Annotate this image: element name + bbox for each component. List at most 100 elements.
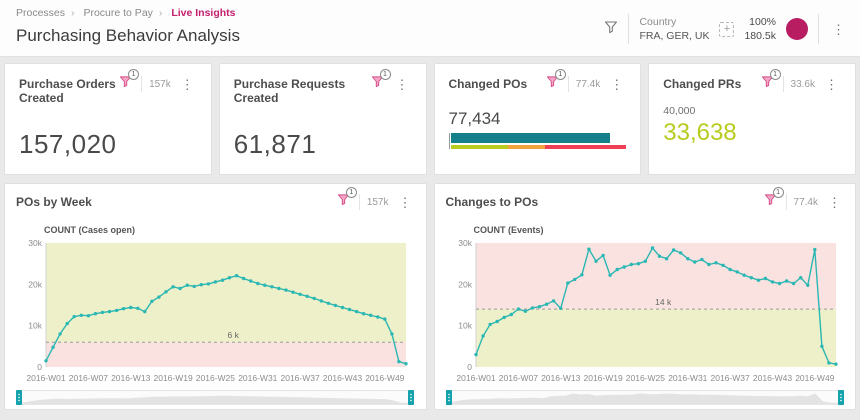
breadcrumb-live-insights[interactable]: Live Insights: [171, 7, 236, 19]
header-controls: Country FRA, GER, UK + 100% 180.5k ⋮: [604, 14, 848, 44]
funnel-icon[interactable]: [604, 20, 618, 39]
kpi-title: Purchase Requests Created: [233, 77, 346, 105]
svg-text:2016-W25: 2016-W25: [196, 373, 235, 383]
filter-count-badge: 1: [769, 69, 781, 80]
divider: [141, 76, 143, 92]
funnel-filter-icon[interactable]: 1: [371, 69, 391, 93]
kpi-value: 157,020: [19, 129, 117, 159]
chart-card-changes-to-pos: Changes to POs 1 77.4k ⋮ COUNT (Events) …: [433, 183, 856, 410]
top-header: Processes Procure to Pay Live Insights P…: [0, 0, 860, 57]
kebab-menu-icon[interactable]: ⋮: [828, 194, 841, 210]
divider: [567, 76, 569, 92]
country-filter-label: Country: [639, 15, 677, 28]
time-range-slider[interactable]: [16, 390, 414, 405]
kebab-menu-icon[interactable]: ⋮: [398, 194, 412, 210]
kpi-target-value: 40,000: [663, 105, 696, 117]
record-count: 157k: [149, 78, 171, 90]
breadcrumb-procure-to-pay[interactable]: Procure to Pay: [83, 7, 168, 19]
bullet-band-bad: [545, 145, 627, 149]
svg-text:2016-W31: 2016-W31: [238, 373, 277, 383]
svg-text:20k: 20k: [458, 279, 472, 289]
kebab-menu-icon[interactable]: ⋮: [610, 76, 624, 92]
svg-text:2016-W31: 2016-W31: [668, 373, 707, 383]
funnel-filter-icon[interactable]: 1: [546, 69, 566, 93]
filter-count-badge: 1: [128, 69, 140, 80]
svg-text:2016-W13: 2016-W13: [111, 373, 150, 383]
kpi-card-purchase-orders-created: Purchase Orders Created 1 157k ⋮ 157,020: [4, 63, 212, 175]
svg-text:2016-W19: 2016-W19: [153, 373, 192, 383]
kpi-title: Purchase Orders Created: [19, 77, 116, 105]
svg-text:10k: 10k: [458, 321, 472, 331]
svg-text:2016-W25: 2016-W25: [625, 373, 664, 383]
divider: [628, 14, 630, 44]
page-title: Purchasing Behavior Analysis: [16, 26, 240, 45]
svg-text:2016-W01: 2016-W01: [26, 373, 65, 383]
data-load-stats: 100% 180.5k: [744, 15, 776, 43]
divider: [782, 76, 784, 92]
bullet-bar: [450, 133, 611, 143]
funnel-filter-icon[interactable]: 1: [761, 69, 781, 93]
divider: [818, 14, 819, 44]
svg-text:30k: 30k: [458, 238, 472, 248]
kebab-menu-icon[interactable]: ⋮: [395, 76, 409, 92]
chart-title: POs by Week: [16, 195, 92, 209]
svg-text:2016-W01: 2016-W01: [456, 373, 495, 383]
svg-text:2016-W19: 2016-W19: [583, 373, 622, 383]
load-percent: 100%: [749, 15, 776, 28]
add-filter-icon[interactable]: +: [719, 21, 735, 37]
svg-text:2016-W43: 2016-W43: [752, 373, 791, 383]
svg-text:6 k: 6 k: [228, 330, 240, 340]
svg-text:14 k: 14 k: [655, 297, 672, 307]
time-range-slider[interactable]: [445, 390, 844, 405]
y-axis-title: COUNT (Events): [473, 225, 544, 235]
kpi-value: 61,871: [233, 129, 317, 159]
bullet-band-warn: [508, 145, 546, 149]
svg-text:10k: 10k: [28, 321, 42, 331]
chart-card-pos-by-week: POs by Week 1 157k ⋮ COUNT (Cases open) …: [4, 183, 427, 410]
kpi-card-purchase-requests-created: Purchase Requests Created 1 ⋮ 61,871: [218, 63, 427, 175]
svg-text:20k: 20k: [28, 279, 42, 289]
filter-count-badge: 1: [554, 69, 566, 80]
country-filter-value: FRA, GER, UK: [639, 30, 710, 42]
bullet-band-good: [450, 145, 509, 149]
bullet-chart: [448, 133, 627, 149]
svg-text:0: 0: [37, 362, 42, 372]
svg-text:2016-W07: 2016-W07: [69, 373, 108, 383]
filter-count-badge: 1: [379, 69, 391, 80]
svg-text:0: 0: [467, 362, 472, 372]
record-count: 157k: [366, 196, 389, 208]
record-count: 77.4k: [575, 78, 601, 90]
svg-text:2016-W49: 2016-W49: [795, 373, 834, 383]
record-count: 77.4k: [793, 196, 818, 208]
kebab-menu-icon[interactable]: ⋮: [825, 76, 838, 92]
country-filter-chip[interactable]: Country FRA, GER, UK: [639, 15, 709, 43]
kpi-value: 33,638: [663, 119, 737, 146]
chart-title: Changes to POs: [445, 195, 539, 209]
svg-text:2016-W49: 2016-W49: [365, 373, 404, 383]
kpi-card-changed-prs: Changed PRs 1 33.6k ⋮ 40,000 33,638: [648, 63, 856, 175]
filter-count-badge: 1: [345, 187, 357, 198]
record-count: 33.6k: [790, 78, 815, 90]
chart-row: POs by Week 1 157k ⋮ COUNT (Cases open) …: [4, 183, 856, 410]
y-axis-title: COUNT (Cases open): [44, 225, 136, 235]
divider: [358, 194, 360, 210]
kpi-title: Changed POs: [448, 77, 528, 91]
kebab-menu-icon[interactable]: ⋮: [832, 21, 845, 37]
svg-text:2016-W37: 2016-W37: [710, 373, 749, 383]
svg-text:2016-W43: 2016-W43: [323, 373, 362, 383]
kebab-menu-icon[interactable]: ⋮: [180, 76, 194, 92]
svg-text:30k: 30k: [28, 238, 42, 248]
data-load-circle-icon[interactable]: [786, 18, 808, 40]
svg-text:2016-W07: 2016-W07: [498, 373, 537, 383]
funnel-filter-icon[interactable]: 1: [119, 69, 140, 93]
funnel-filter-icon[interactable]: 1: [337, 187, 357, 211]
funnel-filter-icon[interactable]: 1: [764, 187, 784, 211]
divider: [785, 194, 787, 210]
breadcrumb-processes[interactable]: Processes: [16, 7, 81, 19]
filter-count-badge: 1: [772, 187, 784, 198]
kpi-value: 77,434: [448, 109, 501, 128]
svg-text:2016-W37: 2016-W37: [280, 373, 319, 383]
bullet-bands: [450, 145, 627, 149]
